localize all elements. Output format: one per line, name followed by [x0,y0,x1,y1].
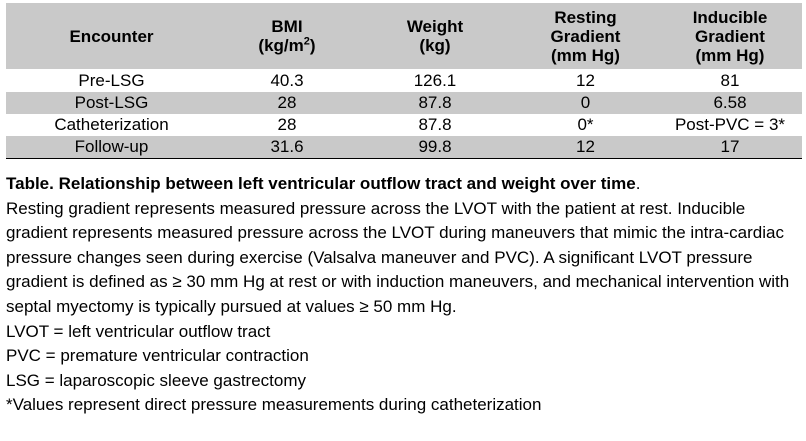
table-caption: Table. Relationship between left ventric… [6,172,802,418]
cell-bmi: 28 [277,115,297,134]
cell-inducible-gradient: Post-PVC = 3* [674,115,786,134]
data-table: Encounter BMI (kg/m2) Weight (kg) Restin… [6,3,802,159]
cell-inducible-gradient: 81 [720,71,740,90]
cell-encounter: Post-LSG [6,92,217,114]
table-row: Pre-LSG 40.3 126.1 12 81 [6,70,802,93]
table-row: Post-LSG 28 87.8 0 6.58 [6,92,802,114]
abbreviation-pvc: PVC = premature ventricular contraction [6,346,309,366]
abbreviation-lvot: LVOT = left ventricular outflow tract [6,321,271,341]
cell-bmi: 28 [217,92,357,114]
cell-bmi: 31.6 [217,136,357,159]
header-resting-gradient: Resting Gradient (mm Hg) [513,3,658,70]
cell-weight: 87.8 [357,92,513,114]
table-row: Catheterization 28 87.8 0* Post-PVC = 3* [6,114,802,136]
cell-inducible-gradient: 6.58 [658,92,802,114]
cell-resting-gradient: 0* [577,115,594,134]
cell-weight: 126.1 [413,71,457,90]
cell-weight: 99.8 [357,136,513,159]
caption-title: Table. Relationship between left ventric… [6,174,636,193]
caption-title-line: Table. Relationship between left ventric… [6,172,802,197]
header-weight: Weight (kg) [357,3,513,70]
cell-resting-gradient: 0 [513,92,658,114]
header-encounter: Encounter [6,3,217,70]
table-row: Follow-up 31.6 99.8 12 17 [6,136,802,159]
cell-weight: 87.8 [418,115,452,134]
caption-title-period: . [635,174,641,193]
header-inducible-gradient: Inducible Gradient (mm Hg) [658,3,802,70]
header-bmi: BMI (kg/m2) [217,3,357,70]
cell-bmi: 40.3 [270,71,304,90]
cell-resting-gradient: 12 [513,136,658,159]
cell-encounter: Follow-up [6,136,217,159]
cell-resting-gradient: 12 [576,71,595,90]
table-header-row: Encounter BMI (kg/m2) Weight (kg) Restin… [6,3,802,70]
footnote-asterisk: *Values represent direct pressure measur… [6,395,542,415]
caption-body: Resting gradient represents measured pre… [6,198,790,316]
cell-encounter: Catheterization [54,115,169,134]
abbreviation-lsg: LSG = laparoscopic sleeve gastrectomy [6,370,307,390]
cell-encounter: Pre-LSG [78,71,145,90]
cell-inducible-gradient: 17 [658,136,802,159]
